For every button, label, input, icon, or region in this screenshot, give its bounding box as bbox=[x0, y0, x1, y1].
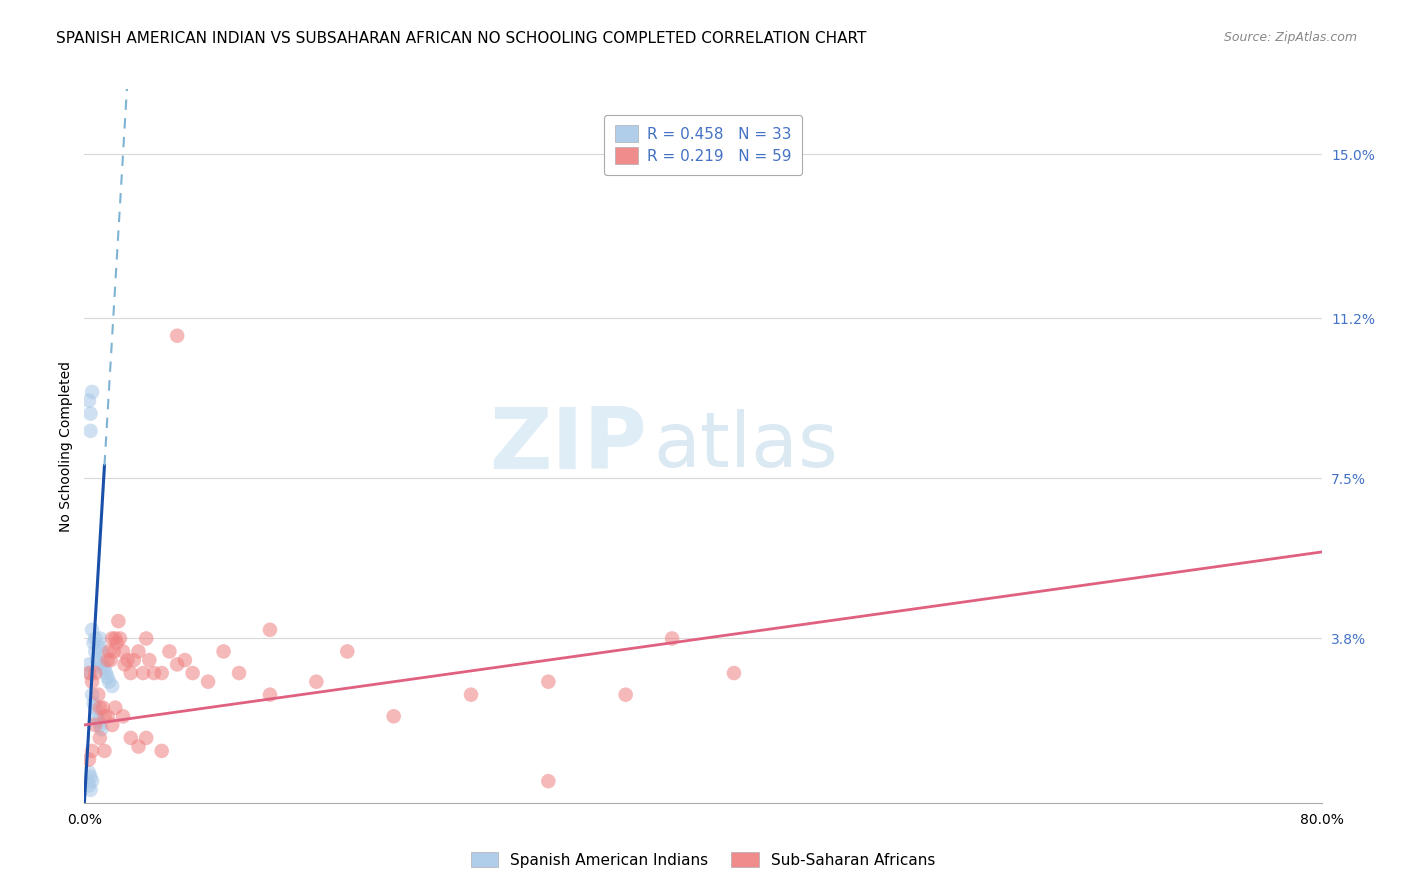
Point bbox=[197, 674, 219, 689]
Point bbox=[79, 407, 101, 421]
Point bbox=[82, 623, 104, 637]
Point bbox=[84, 632, 107, 646]
Point bbox=[82, 384, 104, 399]
Text: ZIP: ZIP bbox=[489, 404, 647, 488]
Point bbox=[117, 653, 139, 667]
Point bbox=[212, 644, 235, 658]
Point bbox=[82, 674, 104, 689]
Point bbox=[82, 688, 104, 702]
Point bbox=[93, 744, 115, 758]
Point bbox=[305, 674, 328, 689]
Point bbox=[82, 774, 104, 789]
Point bbox=[107, 614, 129, 628]
Legend: Spanish American Indians, Sub-Saharan Africans: Spanish American Indians, Sub-Saharan Af… bbox=[464, 846, 942, 873]
Point bbox=[77, 393, 100, 408]
Point bbox=[101, 632, 124, 646]
Point bbox=[101, 679, 124, 693]
Point bbox=[114, 657, 136, 672]
Legend: R = 0.458   N = 33, R = 0.219   N = 59: R = 0.458 N = 33, R = 0.219 N = 59 bbox=[605, 115, 801, 175]
Point bbox=[259, 688, 281, 702]
Point bbox=[135, 731, 157, 745]
Point bbox=[82, 744, 104, 758]
Point bbox=[79, 782, 101, 797]
Point bbox=[86, 653, 108, 667]
Point bbox=[90, 723, 112, 737]
Point bbox=[661, 632, 683, 646]
Text: Source: ZipAtlas.com: Source: ZipAtlas.com bbox=[1223, 31, 1357, 45]
Point bbox=[460, 688, 482, 702]
Point bbox=[96, 653, 118, 667]
Point bbox=[166, 657, 188, 672]
Point bbox=[84, 718, 107, 732]
Point bbox=[181, 666, 204, 681]
Point bbox=[138, 653, 160, 667]
Point bbox=[87, 657, 110, 672]
Point bbox=[120, 666, 142, 681]
Point bbox=[91, 657, 114, 672]
Text: SPANISH AMERICAN INDIAN VS SUBSAHARAN AFRICAN NO SCHOOLING COMPLETED CORRELATION: SPANISH AMERICAN INDIAN VS SUBSAHARAN AF… bbox=[56, 31, 866, 46]
Point bbox=[228, 666, 250, 681]
Point bbox=[104, 632, 127, 646]
Point bbox=[104, 700, 127, 714]
Point bbox=[93, 662, 115, 676]
Point bbox=[127, 739, 149, 754]
Point bbox=[122, 653, 145, 667]
Point bbox=[537, 774, 560, 789]
Point bbox=[87, 714, 110, 728]
Point bbox=[127, 644, 149, 658]
Point bbox=[166, 328, 188, 343]
Point bbox=[84, 666, 107, 681]
Point bbox=[336, 644, 359, 658]
Point bbox=[382, 709, 405, 723]
Point bbox=[77, 666, 100, 681]
Point bbox=[94, 666, 117, 681]
Point bbox=[150, 744, 173, 758]
Point bbox=[96, 670, 118, 684]
Point bbox=[89, 718, 111, 732]
Point bbox=[83, 636, 105, 650]
Point bbox=[174, 653, 197, 667]
Point bbox=[132, 666, 155, 681]
Point bbox=[86, 709, 108, 723]
Point bbox=[105, 636, 128, 650]
Point bbox=[108, 632, 131, 646]
Point bbox=[77, 765, 100, 780]
Point bbox=[79, 424, 101, 438]
Point bbox=[135, 632, 157, 646]
Point bbox=[159, 644, 180, 658]
Point bbox=[89, 640, 111, 654]
Point bbox=[103, 644, 125, 658]
Point bbox=[93, 709, 115, 723]
Point bbox=[150, 666, 173, 681]
Y-axis label: No Schooling Completed: No Schooling Completed bbox=[59, 360, 73, 532]
Point bbox=[100, 653, 122, 667]
Point bbox=[77, 779, 100, 793]
Point bbox=[79, 666, 101, 681]
Point bbox=[89, 632, 111, 646]
Point bbox=[84, 644, 107, 658]
Point bbox=[614, 688, 637, 702]
Point bbox=[91, 700, 114, 714]
Point bbox=[89, 700, 111, 714]
Point bbox=[120, 731, 142, 745]
Point bbox=[77, 753, 100, 767]
Point bbox=[79, 770, 101, 784]
Point bbox=[112, 644, 135, 658]
Point bbox=[98, 644, 121, 658]
Point bbox=[84, 700, 107, 714]
Point bbox=[90, 644, 112, 658]
Point bbox=[98, 674, 121, 689]
Point bbox=[77, 657, 100, 672]
Point bbox=[112, 709, 135, 723]
Point bbox=[143, 666, 166, 681]
Text: atlas: atlas bbox=[654, 409, 838, 483]
Point bbox=[537, 674, 560, 689]
Point bbox=[87, 688, 110, 702]
Point bbox=[96, 709, 118, 723]
Point bbox=[101, 718, 124, 732]
Point bbox=[723, 666, 745, 681]
Point bbox=[83, 696, 105, 710]
Point bbox=[89, 731, 111, 745]
Point bbox=[259, 623, 281, 637]
